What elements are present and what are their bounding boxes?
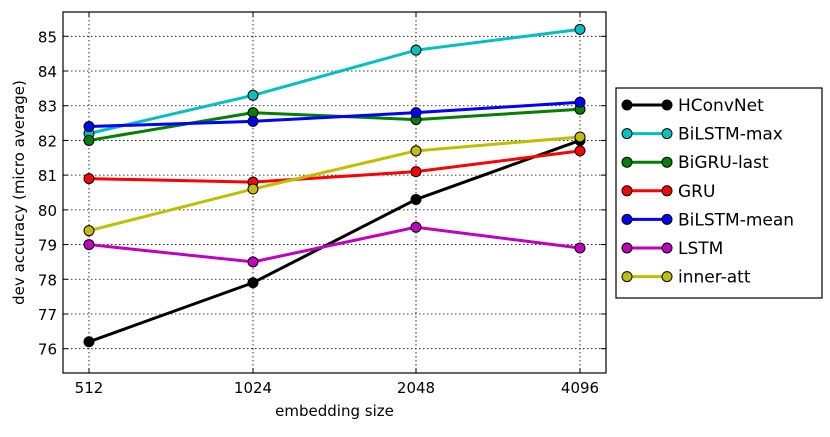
data-point bbox=[247, 183, 259, 195]
data-point bbox=[574, 242, 586, 254]
legend-marker bbox=[621, 185, 633, 197]
x-tick-label: 2048 bbox=[397, 379, 435, 397]
data-point bbox=[83, 134, 95, 146]
x-tick-label: 512 bbox=[75, 379, 104, 397]
series-lstm bbox=[83, 221, 586, 268]
series-lines bbox=[83, 23, 586, 348]
data-point bbox=[247, 256, 259, 268]
data-point bbox=[410, 145, 422, 157]
y-tick-label: 79 bbox=[38, 237, 57, 255]
data-point bbox=[574, 23, 586, 35]
y-axis-label: dev accuracy (micro average) bbox=[10, 80, 28, 305]
y-tick-label: 78 bbox=[38, 271, 57, 289]
data-point bbox=[410, 107, 422, 119]
series-bilstm-mean bbox=[83, 96, 586, 133]
legend-marker bbox=[661, 99, 673, 111]
legend-marker bbox=[621, 128, 633, 140]
legend-label: BiLSTM-max bbox=[678, 125, 783, 145]
y-tick-label: 76 bbox=[38, 341, 57, 359]
legend-marker bbox=[621, 213, 633, 225]
x-tick-label: 1024 bbox=[234, 379, 272, 397]
legend-marker bbox=[661, 213, 673, 225]
legend-marker bbox=[661, 242, 673, 254]
y-tick-label: 80 bbox=[38, 202, 57, 220]
grid bbox=[63, 12, 606, 373]
data-point bbox=[247, 115, 259, 127]
series-line bbox=[88, 27, 581, 135]
data-point bbox=[247, 89, 259, 101]
series-line bbox=[88, 225, 581, 264]
series-gru bbox=[83, 145, 586, 188]
legend-marker bbox=[661, 271, 673, 283]
legend-label: LSTM bbox=[678, 239, 723, 259]
series-line bbox=[88, 135, 581, 233]
data-point bbox=[247, 277, 259, 289]
y-tick-label: 85 bbox=[38, 28, 57, 46]
series-line bbox=[88, 100, 581, 129]
y-tick-label: 82 bbox=[38, 132, 57, 150]
axis-labels: 76 77 78 79 80 81 82 83 84 85 512 1024 2048 4096 embed… bbox=[10, 28, 599, 420]
series-bilstm-max bbox=[83, 23, 586, 139]
data-point bbox=[410, 221, 422, 233]
series-line bbox=[88, 149, 581, 184]
data-point bbox=[83, 121, 95, 133]
series-hconvnet bbox=[83, 134, 586, 348]
legend-label: GRU bbox=[678, 182, 715, 202]
data-point bbox=[574, 145, 586, 157]
series-line bbox=[88, 139, 581, 344]
legend-marker bbox=[661, 156, 673, 168]
legend-marker bbox=[661, 185, 673, 197]
data-point bbox=[574, 131, 586, 143]
x-tick-label: 4096 bbox=[561, 379, 599, 397]
legend-label: BiGRU-last bbox=[678, 153, 769, 173]
x-axis-label: embedding size bbox=[275, 402, 394, 420]
legend-label: inner-att bbox=[678, 268, 751, 288]
data-point bbox=[83, 336, 95, 348]
legend-box bbox=[615, 87, 823, 299]
y-tick-label: 84 bbox=[38, 63, 57, 81]
y-tick-label: 77 bbox=[38, 306, 57, 324]
legend-marker bbox=[621, 156, 633, 168]
data-point bbox=[410, 166, 422, 178]
legend-marker bbox=[621, 99, 633, 111]
y-tick-label: 83 bbox=[38, 98, 57, 116]
legend-marker bbox=[661, 128, 673, 140]
axes bbox=[62, 11, 607, 374]
data-point bbox=[410, 44, 422, 56]
legend-marker bbox=[621, 242, 633, 254]
legend-label: BiLSTM-mean bbox=[678, 210, 794, 230]
y-tick-label: 81 bbox=[38, 167, 57, 185]
data-point bbox=[83, 225, 95, 237]
series-inner-att bbox=[83, 131, 586, 237]
legend-label: HConvNet bbox=[678, 96, 764, 116]
legend: HConvNet BiLSTM-max BiGRU-last GRU BiLSTM-me… bbox=[615, 87, 823, 299]
plot-frame bbox=[62, 11, 607, 374]
legend-marker bbox=[621, 271, 633, 283]
data-point bbox=[574, 96, 586, 108]
data-point bbox=[83, 239, 95, 251]
data-point bbox=[83, 173, 95, 185]
data-point bbox=[410, 193, 422, 205]
